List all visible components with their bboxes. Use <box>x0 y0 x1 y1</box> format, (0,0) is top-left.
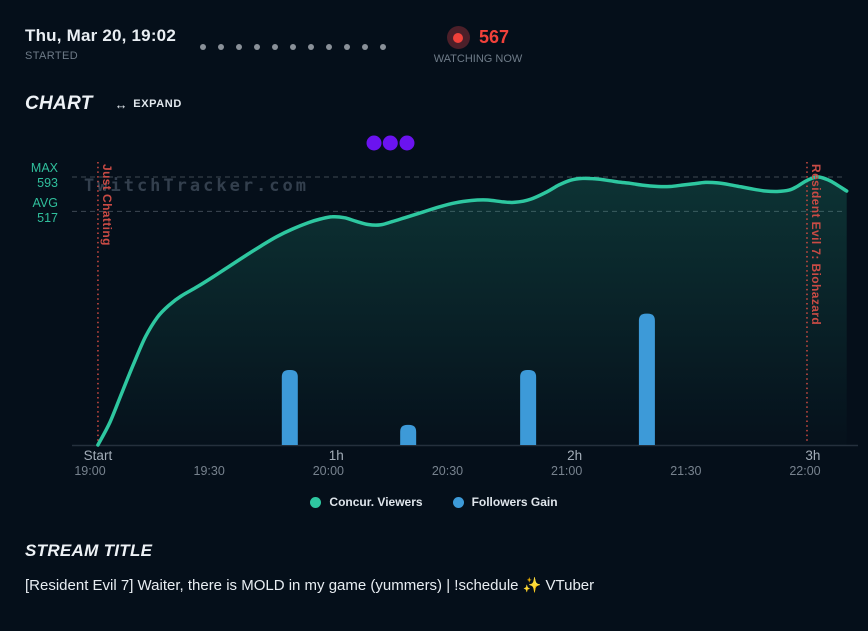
event-dot[interactable] <box>399 135 415 151</box>
session-dot[interactable] <box>254 44 260 50</box>
session-dot[interactable] <box>344 44 350 50</box>
x-tick-elapsed: 1h <box>328 448 344 463</box>
expand-chart-button[interactable]: ↔ EXPAND <box>115 98 182 111</box>
session-dot[interactable] <box>290 44 296 50</box>
session-dot[interactable] <box>236 44 242 50</box>
session-dot[interactable] <box>326 44 332 50</box>
event-dot[interactable] <box>382 135 398 151</box>
followers-gain-bar[interactable] <box>520 369 537 445</box>
stream-start-date: Thu, Mar 20, 19:02 <box>25 26 176 45</box>
stream-title-text: [Resident Evil 7] Waiter, there is MOLD … <box>25 577 595 594</box>
x-tick-time: 22:00 <box>789 464 821 478</box>
x-tick-elapsed: 2h <box>567 448 583 463</box>
legend-label: Concur. Viewers <box>329 495 423 509</box>
legend-color-dot <box>452 496 464 508</box>
session-dot[interactable] <box>362 44 368 50</box>
x-tick-time: 19:00 <box>74 464 106 478</box>
session-dot[interactable] <box>200 44 206 50</box>
chart-section-header: CHART ↔ EXPAND <box>25 93 182 115</box>
session-dots[interactable] <box>200 44 386 50</box>
session-dot[interactable] <box>380 44 386 50</box>
x-tick-time: 20:00 <box>312 464 344 478</box>
legend-label: Followers Gain <box>471 495 558 509</box>
live-dot-icon <box>453 32 464 43</box>
legend-item[interactable]: Followers Gain <box>452 495 558 509</box>
stream-title-heading: STREAM TITLE <box>25 541 153 560</box>
session-dot[interactable] <box>218 44 224 50</box>
x-tick-time: 21:00 <box>551 464 583 478</box>
x-tick-elapsed: 3h <box>805 448 821 463</box>
x-tick-time: 21:30 <box>670 464 702 478</box>
viewers-line <box>96 175 849 447</box>
live-indicator-icon <box>446 26 470 49</box>
x-tick-time: 19:30 <box>193 464 225 478</box>
stream-start-block: Thu, Mar 20, 19:02 STARTED <box>25 26 176 62</box>
x-tick-time: 20:30 <box>431 464 464 478</box>
legend-color-dot <box>310 496 322 508</box>
chart-legend: Concur. Viewers Followers Gain <box>0 495 868 509</box>
chart-section-title: CHART <box>25 93 93 114</box>
watching-now-count: 567 <box>478 27 510 47</box>
event-dot[interactable] <box>366 135 382 151</box>
max-value: 593 <box>37 176 58 190</box>
y-axis-avg-label: AVG 517 <box>0 196 58 226</box>
watching-now-block: 567 WATCHING NOW <box>426 26 530 65</box>
viewers-area-fill <box>97 176 847 445</box>
watching-now-row: 567 <box>446 26 510 49</box>
expand-arrows-icon: ↔ <box>114 96 129 112</box>
expand-label: EXPAND <box>133 98 182 110</box>
avg-label: AVG <box>32 196 58 210</box>
followers-gain-bar[interactable] <box>400 424 417 445</box>
session-dot[interactable] <box>272 44 278 50</box>
y-axis-max-label: MAX 593 <box>0 161 58 191</box>
avg-value: 517 <box>37 211 58 225</box>
followers-gain-bar[interactable] <box>281 369 298 445</box>
watching-now-label: WATCHING NOW <box>433 53 523 65</box>
max-label: MAX <box>30 161 58 175</box>
session-dot[interactable] <box>308 44 314 50</box>
legend-item[interactable]: Concur. Viewers <box>310 495 423 509</box>
started-label: STARTED <box>25 50 79 62</box>
followers-gain-bar[interactable] <box>638 313 655 445</box>
x-tick-elapsed: Start <box>83 448 113 463</box>
